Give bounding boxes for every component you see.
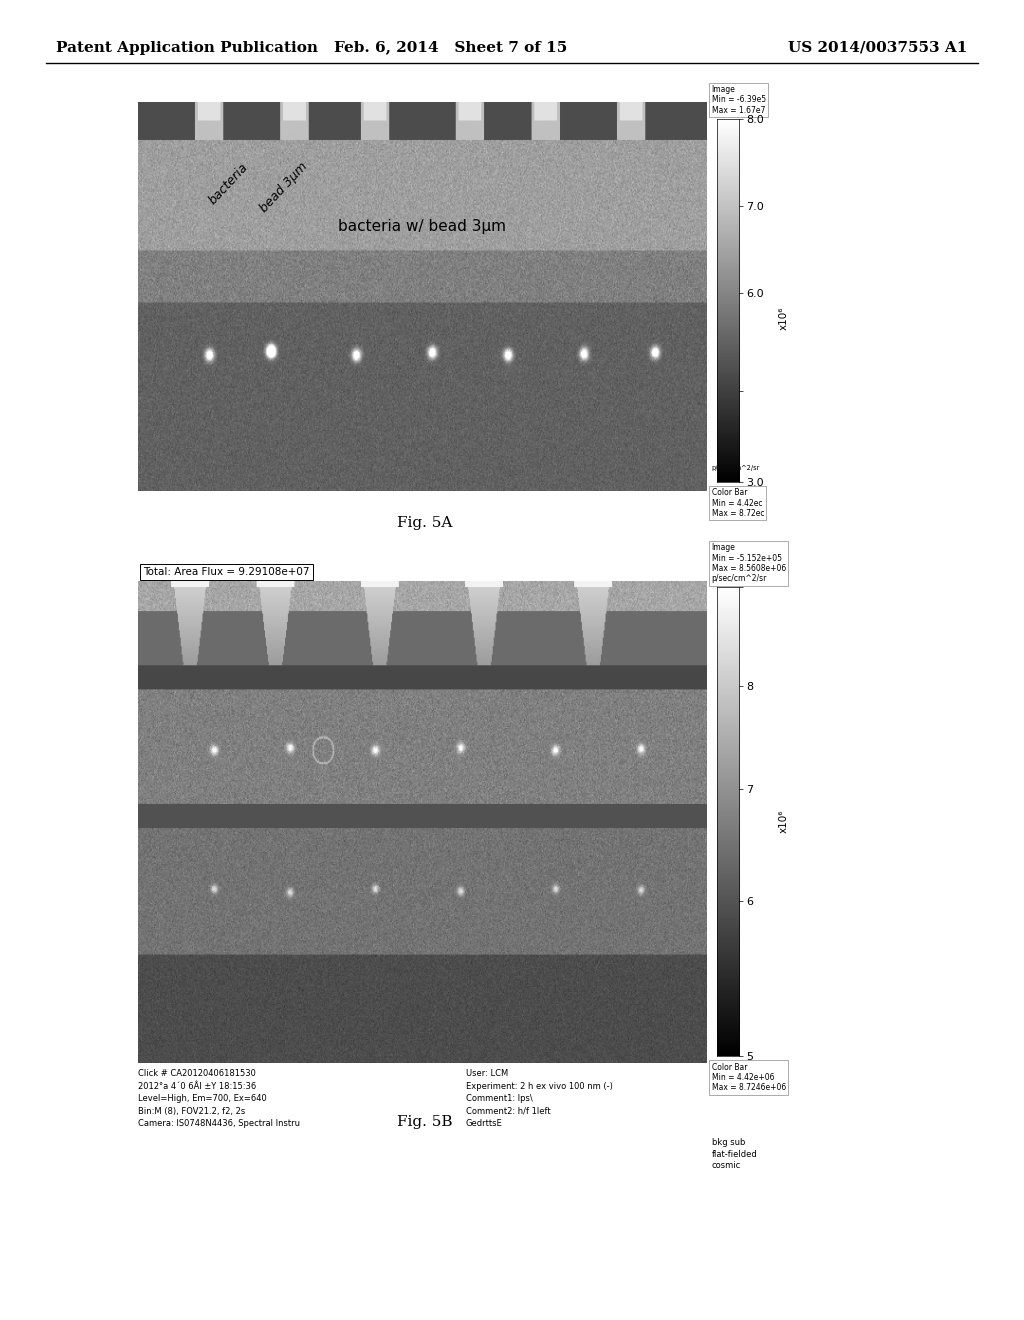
Text: ROI 6=2.036e+07: ROI 6=2.036e+07: [430, 708, 507, 715]
Text: Fig. 5A: Fig. 5A: [397, 516, 453, 529]
Text: Image
Min = -5.152e+05
Max = 8.5608e+06
p/sec/cm^2/sr: Image Min = -5.152e+05 Max = 8.5608e+06 …: [712, 544, 786, 583]
Text: bkg sub
flat-fielded
cosmic: bkg sub flat-fielded cosmic: [712, 1138, 758, 1171]
Text: User: LCM
Experiment: 2 h ex vivo 100 nm (-)
Comment1: lps\
Comment2: h/f 1left
: User: LCM Experiment: 2 h ex vivo 100 nm…: [466, 1069, 612, 1129]
Text: ROI 7=1.7388e+07: ROI 7=1.7388e+07: [415, 900, 497, 908]
Text: Color Bar
Min = 4.42ec
Max = 8.72ec: Color Bar Min = 4.42ec Max = 8.72ec: [712, 488, 764, 519]
Text: ROI 4=1.6096e+07: ROI 4=1.6096e+07: [271, 729, 353, 737]
Text: Patent Application Publication: Patent Application Publication: [56, 41, 318, 54]
Text: Feb. 6, 2014   Sheet 7 of 15: Feb. 6, 2014 Sheet 7 of 15: [334, 41, 567, 54]
Text: Fig. 5B: Fig. 5B: [397, 1115, 453, 1129]
Text: US 2014/0037553 A1: US 2014/0037553 A1: [788, 41, 968, 54]
Text: Image
Min = -6.39e5
Max = 1.67e7: Image Min = -6.39e5 Max = 1.67e7: [712, 84, 766, 115]
Text: p/sec/cm^2/sr: p/sec/cm^2/sr: [712, 465, 760, 471]
Text: ROI 3=1.2199e+07: ROI 3=1.2199e+07: [223, 851, 305, 859]
Text: bacteria w/ bead 3µm: bacteria w/ bead 3µm: [338, 219, 507, 234]
Text: x10⁶: x10⁶: [778, 306, 788, 330]
Text: Total: Area Flux = 9.29108e+07: Total: Area Flux = 9.29108e+07: [143, 566, 310, 577]
Text: ROI 5=1.7801e+07: ROI 5=1.7801e+07: [360, 851, 442, 859]
Text: bacteria: bacteria: [207, 161, 251, 207]
Text: Color Bar
Min = 4.42e+06
Max = 8.7246e+06: Color Bar Min = 4.42e+06 Max = 8.7246e+0…: [712, 1063, 786, 1093]
Text: ROI 2=6.6969e+06: ROI 2=6.6969e+06: [152, 708, 233, 715]
Text: Click # CA20120406181530
2012°a 4´0 6Âl ±Y 18:15:36
Level=High, Em=700, Ex=640
B: Click # CA20120406181530 2012°a 4´0 6Âl …: [138, 1069, 300, 1129]
Text: x10⁶: x10⁶: [778, 810, 788, 833]
Text: ROI 1=5.7028e+05: ROI 1=5.7028e+05: [312, 659, 394, 667]
Text: bead 3µm: bead 3µm: [258, 160, 310, 215]
